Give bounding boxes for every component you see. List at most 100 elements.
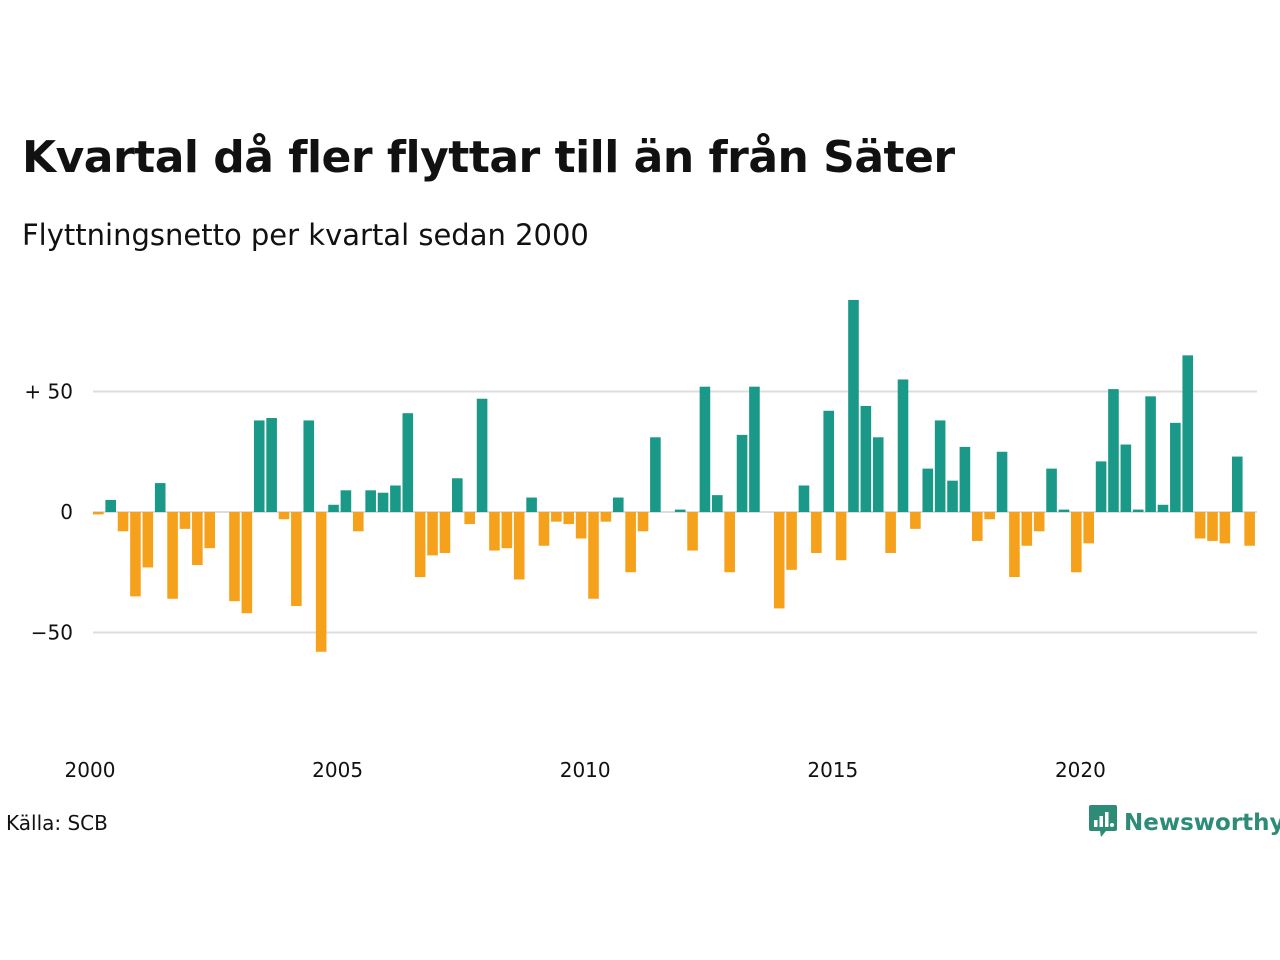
bar [427, 512, 438, 556]
bar [303, 420, 315, 512]
bar [588, 512, 599, 599]
bar [798, 485, 810, 512]
bar [947, 480, 958, 512]
bar [142, 512, 154, 568]
bar [1182, 355, 1194, 512]
bar [291, 512, 302, 606]
bar [179, 512, 191, 529]
bar [897, 379, 909, 512]
x-tick-label: 2015 [807, 758, 858, 782]
bar [1244, 512, 1255, 546]
bar [650, 437, 661, 512]
bar [823, 410, 835, 512]
bar [749, 386, 760, 512]
bar [1219, 512, 1231, 544]
bar [253, 420, 265, 512]
x-axis-ticks: 2000 2005 2010 2015 2020 [65, 758, 1106, 782]
bar [835, 512, 847, 561]
bar [712, 495, 723, 512]
bar [365, 490, 376, 512]
bar [1095, 461, 1107, 512]
bar [352, 512, 364, 532]
bar [1194, 512, 1206, 539]
bar [996, 451, 1008, 512]
chart-subtitle: Flyttningsnetto per kvartal sedan 2000 [22, 218, 589, 252]
x-tick-label: 2010 [560, 758, 611, 782]
bar [910, 512, 921, 529]
bar [117, 512, 129, 532]
bars [93, 299, 1255, 652]
bar [266, 418, 277, 512]
bar [736, 434, 748, 512]
bar [971, 512, 983, 541]
bar [848, 299, 859, 512]
bar [1145, 396, 1156, 512]
bar [786, 512, 797, 570]
y-tick-label: 0 [60, 500, 73, 524]
bar [1046, 468, 1057, 512]
bar [390, 485, 401, 512]
bar [278, 512, 290, 520]
bar [414, 512, 426, 578]
bar [1132, 509, 1144, 512]
bar [773, 512, 785, 609]
bar [1071, 512, 1082, 573]
bar [328, 504, 339, 512]
bar [674, 509, 686, 512]
bar [885, 512, 896, 553]
bar [1120, 444, 1132, 512]
bar [1083, 512, 1094, 544]
bar [811, 512, 822, 553]
bar [476, 398, 488, 512]
y-tick-label: + 50 [24, 380, 73, 404]
bar [575, 512, 587, 539]
bar [1058, 509, 1070, 512]
bar [93, 512, 104, 515]
bar [501, 512, 513, 549]
bar [526, 497, 537, 512]
bar [1207, 512, 1218, 541]
brand-name: Newsworthy [1124, 810, 1280, 836]
bar [922, 468, 934, 512]
bar [1108, 389, 1119, 512]
bar [860, 405, 872, 512]
bar [402, 413, 414, 512]
x-tick-label: 2000 [65, 758, 116, 782]
bar [1009, 512, 1020, 578]
bar [600, 512, 612, 522]
bar [452, 478, 463, 512]
bar [439, 512, 451, 553]
source-label: Källa: SCB [6, 811, 108, 835]
bar [1170, 422, 1181, 512]
bar [229, 512, 240, 602]
bar [612, 497, 624, 512]
x-tick-label: 2005 [312, 758, 363, 782]
bar [563, 512, 575, 525]
bar [1157, 504, 1169, 512]
bar [984, 512, 995, 520]
bar [241, 512, 253, 614]
bar [934, 420, 946, 512]
bar [154, 483, 166, 512]
y-axis-ticks: + 50 0 −50 [24, 380, 73, 645]
bar [1231, 456, 1243, 512]
bar [1021, 512, 1033, 546]
bar [489, 512, 500, 551]
bar [872, 437, 884, 512]
bar [377, 492, 389, 512]
y-tick-label: −50 [31, 621, 73, 645]
bar [315, 512, 327, 652]
bar [340, 490, 352, 512]
bar [551, 512, 562, 522]
chart-title: Kvartal då fler flyttar till än från Sät… [22, 132, 955, 183]
newsworthy-logo-icon [1088, 804, 1118, 842]
bar [637, 512, 649, 532]
bar [538, 512, 550, 546]
bar [625, 512, 636, 573]
bar [464, 512, 475, 525]
bar [167, 512, 178, 599]
brand-logo[interactable]: Newsworthy [1088, 804, 1280, 842]
bar [130, 512, 141, 597]
bar [1033, 512, 1045, 532]
